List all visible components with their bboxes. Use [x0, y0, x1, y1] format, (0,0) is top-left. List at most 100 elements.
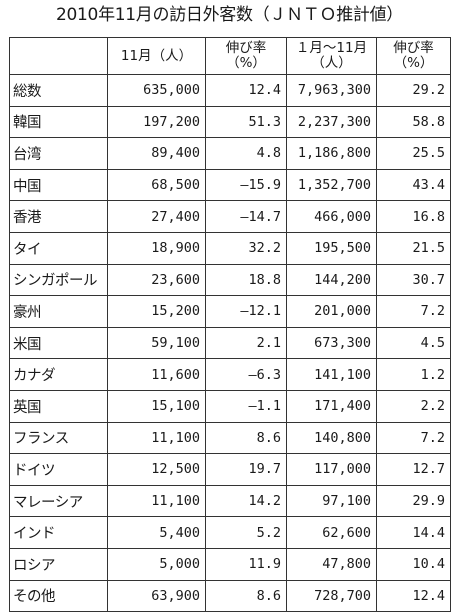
ytd-growth-cell: 29.2 — [376, 74, 451, 107]
ytd-growth-cell: 58.8 — [376, 105, 451, 139]
nov-growth-cell: 51.3 — [205, 105, 287, 139]
country-cell: 総数 — [9, 74, 108, 107]
nov-growth-cell: ―14.7 — [205, 200, 287, 233]
nov-growth-cell: 19.7 — [205, 453, 287, 486]
ytd-growth-cell: 14.4 — [376, 516, 451, 549]
ytd-visitors-cell: 140,800 — [286, 421, 377, 455]
nov-visitors-cell: 59,100 — [107, 326, 206, 360]
ytd-growth-cell: 2.2 — [376, 389, 451, 423]
nov-visitors-cell: 11,100 — [107, 484, 206, 518]
table-row: 豪州 15,200 ―12.1 201,000 7.2 — [9, 295, 451, 328]
header-row: 11月（人） 伸び率 （%） １月～11月 （人） 伸び率 （%） — [9, 37, 451, 75]
table-row: 総数 635,000 12.4 7,963,300 29.2 — [9, 74, 451, 107]
ytd-growth-cell: 10.4 — [376, 547, 451, 581]
country-cell: 韓国 — [9, 105, 108, 139]
nov-growth-cell: 8.6 — [205, 579, 287, 612]
table-row: カナダ 11,600 ―6.3 141,100 1.2 — [9, 358, 451, 391]
nov-visitors-cell: 15,100 — [107, 389, 206, 423]
table-row: ドイツ 12,500 19.7 117,000 12.7 — [9, 453, 451, 486]
nov-visitors-cell: 89,400 — [107, 137, 206, 170]
table-row: ロシア 5,000 11.9 47,800 10.4 — [9, 547, 451, 581]
visitor-table: 11月（人） 伸び率 （%） １月～11月 （人） 伸び率 （%） 総数 635,… — [9, 37, 451, 612]
ytd-visitors-cell: 2,237,300 — [286, 105, 377, 139]
country-cell: インド — [9, 516, 108, 549]
country-cell: 香港 — [9, 200, 108, 233]
nov-growth-cell: ―1.1 — [205, 389, 287, 423]
country-cell: 豪州 — [9, 295, 108, 328]
country-cell: 台湾 — [9, 137, 108, 170]
ytd-visitors-cell: 1,186,800 — [286, 137, 377, 170]
table-row: 韓国 197,200 51.3 2,237,300 58.8 — [9, 105, 451, 139]
nov-growth-cell: 12.4 — [205, 74, 287, 107]
nov-growth-cell: 4.8 — [205, 137, 287, 170]
ytd-growth-cell: 12.7 — [376, 453, 451, 486]
header-nov-rate-line2: （%） — [226, 55, 266, 71]
header-country — [9, 37, 108, 75]
ytd-growth-cell: 16.8 — [376, 200, 451, 233]
ytd-growth-cell: 12.4 — [376, 579, 451, 612]
ytd-visitors-cell: 47,800 — [286, 547, 377, 581]
nov-visitors-cell: 12,500 — [107, 453, 206, 486]
table-row: 台湾 89,400 4.8 1,186,800 25.5 — [9, 137, 451, 170]
header-ytd-line2: （人） — [311, 55, 352, 71]
ytd-visitors-cell: 466,000 — [286, 200, 377, 233]
header-ytd: １月～11月 （人） — [286, 37, 377, 75]
ytd-visitors-cell: 195,500 — [286, 231, 377, 265]
nov-growth-cell: 8.6 — [205, 421, 287, 455]
nov-visitors-cell: 18,900 — [107, 231, 206, 265]
header-nov-rate: 伸び率 （%） — [205, 37, 287, 75]
table-row: インド 5,400 5.2 62,600 14.4 — [9, 516, 451, 549]
country-cell: ロシア — [9, 547, 108, 581]
country-cell: フランス — [9, 421, 108, 455]
nov-growth-cell: ―12.1 — [205, 295, 287, 328]
nov-growth-cell: 2.1 — [205, 326, 287, 360]
nov-growth-cell: 18.8 — [205, 263, 287, 297]
table-row: 米国 59,100 2.1 673,300 4.5 — [9, 326, 451, 360]
nov-visitors-cell: 5,400 — [107, 516, 206, 549]
nov-visitors-cell: 5,000 — [107, 547, 206, 581]
header-ytd-line1: １月～11月 — [295, 40, 368, 56]
ytd-growth-cell: 1.2 — [376, 358, 451, 391]
table-row: シンガポール 23,600 18.8 144,200 30.7 — [9, 263, 451, 297]
nov-growth-cell: ―6.3 — [205, 358, 287, 391]
nov-visitors-cell: 23,600 — [107, 263, 206, 297]
header-ytd-rate-line2: （%） — [393, 55, 434, 71]
nov-growth-cell: ―15.9 — [205, 168, 287, 202]
table-row: マレーシア 11,100 14.2 97,100 29.9 — [9, 484, 451, 518]
ytd-growth-cell: 4.5 — [376, 326, 451, 360]
table-row: 中国 68,500 ―15.9 1,352,700 43.4 — [9, 168, 451, 202]
country-cell: シンガポール — [9, 263, 108, 297]
nov-visitors-cell: 63,900 — [107, 579, 206, 612]
ytd-growth-cell: 30.7 — [376, 263, 451, 297]
country-cell: ドイツ — [9, 453, 108, 486]
table-row: タイ 18,900 32.2 195,500 21.5 — [9, 231, 451, 265]
header-ytd-rate-line1: 伸び率 — [393, 40, 434, 56]
ytd-growth-cell: 43.4 — [376, 168, 451, 202]
nov-visitors-cell: 27,400 — [107, 200, 206, 233]
country-cell: マレーシア — [9, 484, 108, 518]
nov-growth-cell: 11.9 — [205, 547, 287, 581]
ytd-visitors-cell: 144,200 — [286, 263, 377, 297]
nov-visitors-cell: 15,200 — [107, 295, 206, 328]
header-nov: 11月（人） — [107, 37, 206, 75]
ytd-visitors-cell: 117,000 — [286, 453, 377, 486]
table-row: その他 63,900 8.6 728,700 12.4 — [9, 579, 451, 612]
ytd-visitors-cell: 141,100 — [286, 358, 377, 391]
ytd-growth-cell: 25.5 — [376, 137, 451, 170]
ytd-visitors-cell: 201,000 — [286, 295, 377, 328]
ytd-visitors-cell: 673,300 — [286, 326, 377, 360]
ytd-visitors-cell: 1,352,700 — [286, 168, 377, 202]
country-cell: その他 — [9, 579, 108, 612]
nov-growth-cell: 5.2 — [205, 516, 287, 549]
ytd-growth-cell: 7.2 — [376, 295, 451, 328]
country-cell: カナダ — [9, 358, 108, 391]
nov-visitors-cell: 635,000 — [107, 74, 206, 107]
ytd-visitors-cell: 728,700 — [286, 579, 377, 612]
table-body: 総数 635,000 12.4 7,963,300 29.2 韓国 197,200 51.3 2… — [9, 74, 451, 612]
table-row: 香港 27,400 ―14.7 466,000 16.8 — [9, 200, 451, 233]
ytd-growth-cell: 21.5 — [376, 231, 451, 265]
ytd-visitors-cell: 62,600 — [286, 516, 377, 549]
country-cell: タイ — [9, 231, 108, 265]
nov-visitors-cell: 11,100 — [107, 421, 206, 455]
page-title: 2010年11月の訪日外客数（ＪＮＴＯ推計値） — [56, 5, 403, 25]
